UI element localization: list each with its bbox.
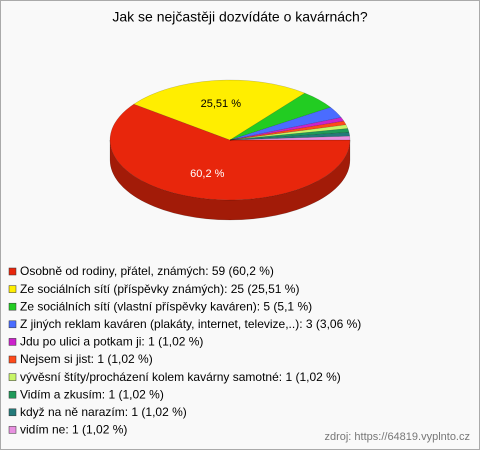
legend-label: Jdu po ulici a potkam ji: 1 (1,02 %) xyxy=(20,335,203,349)
legend-swatch xyxy=(8,320,17,329)
legend-label: Nejsem si jist: 1 (1,02 %) xyxy=(20,352,153,366)
slice xyxy=(229,124,349,141)
slice-label: 60,2 % xyxy=(190,168,224,180)
legend-label: Ze sociálních sítí (příspěvky známých): … xyxy=(20,282,299,296)
slice xyxy=(229,120,347,141)
legend-swatch xyxy=(8,390,17,399)
legend-label: Vidím a zkusím: 1 (1,02 %) xyxy=(20,387,164,401)
legend-swatch xyxy=(8,267,17,276)
legend-label: když na ně narazím: 1 (1,02 %) xyxy=(20,405,187,419)
legend-swatch xyxy=(8,426,17,434)
legend-swatch xyxy=(8,285,17,293)
legend-swatch xyxy=(8,355,17,364)
slice xyxy=(229,117,345,141)
legend-swatch xyxy=(8,408,17,417)
slice xyxy=(109,103,351,201)
legend-swatch xyxy=(8,338,17,346)
source: zdroj: https://64819.vyplnto.cz xyxy=(324,431,470,443)
legend-swatch xyxy=(8,302,17,311)
legend-label: Osobně od rodiny, přátel, známých: 59 (6… xyxy=(20,264,274,278)
slice xyxy=(229,132,351,141)
legend-label: vývěsní štíty/procházení kolem kavárny s… xyxy=(20,370,341,384)
slice xyxy=(229,92,332,141)
slice-label: 25,51 % xyxy=(201,98,242,110)
chart-title: Jak se nejčastěji dozvídáte o kavárnách? xyxy=(112,9,367,25)
legend-label: Ze sociálních sítí (vlastní příspěvky ka… xyxy=(20,299,312,313)
legend-label: vidím ne: 1 (1,02 %) xyxy=(20,423,127,437)
legend-swatch xyxy=(8,373,17,381)
slice xyxy=(229,128,350,141)
slice xyxy=(229,135,351,141)
legend-label: Z jiných reklam kaváren (plakáty, intern… xyxy=(20,317,361,331)
slice xyxy=(133,79,306,141)
slice xyxy=(229,106,342,141)
